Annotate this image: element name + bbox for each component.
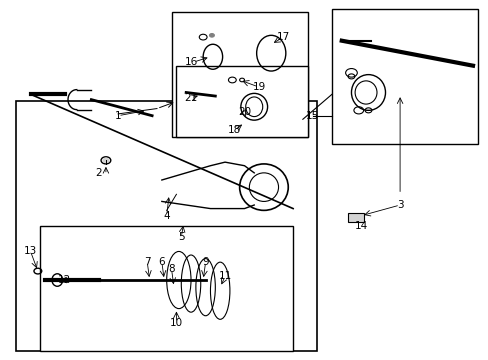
Text: 18: 18 (228, 125, 241, 135)
Text: 2: 2 (95, 168, 102, 178)
Circle shape (209, 33, 214, 37)
Bar (40, 226, 292, 351)
Text: 6: 6 (158, 257, 165, 267)
Text: 19: 19 (252, 82, 265, 92)
Text: 15: 15 (305, 111, 319, 121)
Text: 21: 21 (184, 93, 197, 103)
Text: 9: 9 (202, 257, 208, 267)
Text: 5: 5 (178, 232, 184, 242)
Text: 16: 16 (184, 57, 197, 67)
Text: 4: 4 (163, 211, 170, 221)
Bar (171, 12, 307, 137)
Bar (176, 66, 307, 137)
Text: 8: 8 (168, 264, 175, 274)
Bar (16, 102, 317, 351)
Text: 10: 10 (169, 318, 183, 328)
Text: 7: 7 (143, 257, 150, 267)
Text: 14: 14 (354, 221, 367, 231)
Text: 13: 13 (24, 247, 37, 256)
Text: 11: 11 (218, 271, 231, 282)
Text: 20: 20 (238, 107, 250, 117)
Text: 3: 3 (396, 200, 403, 210)
Text: 12: 12 (58, 275, 71, 285)
FancyBboxPatch shape (347, 212, 363, 222)
Circle shape (103, 158, 109, 162)
Bar (331, 9, 477, 144)
Text: 1: 1 (115, 111, 121, 121)
Text: 17: 17 (276, 32, 289, 42)
